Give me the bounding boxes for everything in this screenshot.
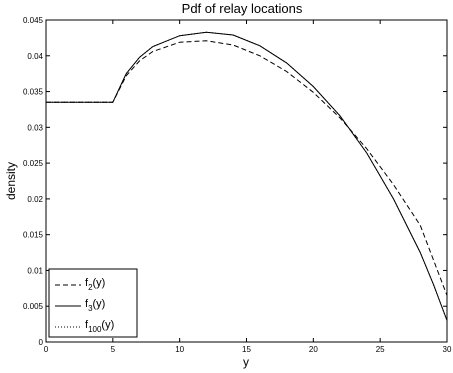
y-tick-label: 0.01	[27, 266, 43, 275]
legend-label: f100(y)	[85, 319, 114, 334]
axis-ticks: 0 5 10 15 20 25 30 0 0.005 0.01 0.015 0.02 0.025 0.03…	[23, 16, 452, 354]
y-tick-label: 0.02	[27, 195, 43, 204]
y-tick-label: 0.035	[23, 88, 44, 97]
legend-label: f3(y)	[85, 298, 105, 313]
legend-label: f2(y)	[85, 277, 105, 292]
legend: f2(y) f3(y) f100(y)	[48, 268, 138, 338]
x-tick-label: 0	[44, 345, 49, 354]
chart-title: Pdf of relay locations	[182, 1, 303, 16]
series-line-f2	[46, 40, 448, 296]
y-tick-label: 0	[39, 338, 44, 347]
y-tick-label: 0.045	[23, 16, 44, 25]
y-tick-label: 0.03	[27, 123, 43, 132]
series-layer	[46, 31, 448, 321]
x-axis-label: y	[243, 355, 249, 369]
y-tick-label: 0.015	[23, 231, 44, 240]
x-tick-label: 30	[443, 345, 452, 354]
x-tick-label: 10	[175, 345, 184, 354]
y-axis-label: density	[4, 162, 18, 200]
series-line-f100	[46, 31, 448, 321]
y-tick-label: 0.005	[23, 302, 44, 311]
x-tick-label: 15	[242, 345, 251, 354]
x-tick-label: 20	[309, 345, 318, 354]
x-tick-label: 25	[376, 345, 385, 354]
x-tick-label: 5	[111, 345, 116, 354]
y-tick-label: 0.025	[23, 159, 44, 168]
legend-box	[48, 268, 138, 338]
y-tick-label: 0.04	[27, 52, 43, 61]
